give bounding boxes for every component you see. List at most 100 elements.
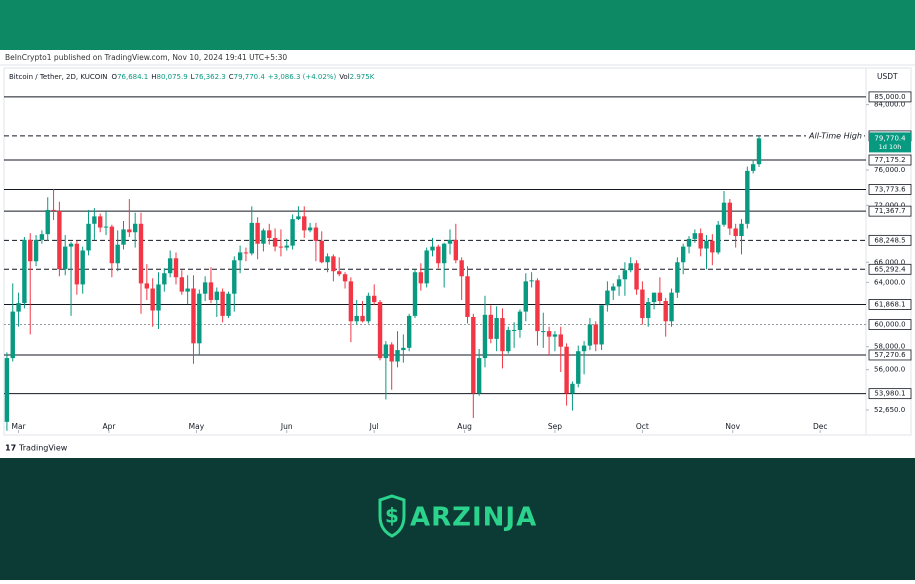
legend-key: O (112, 73, 118, 81)
currency: USDT (877, 72, 898, 81)
candle-body (552, 334, 558, 337)
brand-logo: $ (378, 494, 406, 538)
candle-body (680, 246, 686, 263)
candle-body (92, 216, 97, 224)
candle-body (692, 233, 698, 239)
symbol: Bitcoin / Tether, 2D, KUCOIN (9, 73, 108, 81)
brand: ARZINJA (410, 503, 537, 533)
level-label-box (868, 91, 912, 103)
candle-body (564, 346, 569, 394)
x-tick-label: May (189, 422, 205, 431)
candle-body (103, 226, 109, 228)
candle-body (430, 246, 435, 251)
x-tick-label: Jul (369, 422, 379, 431)
candle-body (412, 272, 418, 316)
candle-body (232, 260, 237, 294)
candle-body (593, 324, 598, 345)
level-note: All-Time High (808, 131, 862, 140)
candle-body (383, 344, 389, 359)
candle-body (710, 240, 715, 253)
candle-body (511, 330, 517, 332)
candle-body (576, 351, 581, 384)
last-price-label: 79,770.4 (874, 134, 906, 142)
candle-body (465, 276, 470, 317)
volume-key: Vol (339, 73, 350, 81)
level-label-box (868, 319, 912, 330)
candle-body (237, 252, 243, 261)
candle-body (197, 293, 202, 344)
candle-body (494, 318, 499, 339)
candle-body (80, 250, 85, 285)
candle-body (255, 222, 260, 244)
candle-body (686, 238, 692, 247)
candle-body (144, 283, 150, 289)
candle-body (459, 260, 464, 277)
candle-body (331, 256, 336, 272)
candle-body (436, 246, 441, 264)
candle-body (243, 252, 249, 254)
candle-body (377, 302, 383, 359)
legend-value: 79,770.4 (234, 73, 266, 81)
tradingview-logo: 17 (5, 444, 16, 453)
x-tick-label: Aug (457, 422, 472, 431)
x-tick-label: Sep (548, 422, 562, 431)
candle-body (261, 230, 266, 244)
level-label-box (868, 388, 912, 400)
level-label-box (868, 184, 912, 195)
candle-body (634, 263, 639, 290)
legend-key: C (229, 73, 234, 81)
candle-body (447, 239, 453, 244)
candle-body (704, 240, 709, 249)
candle-body (389, 344, 394, 362)
level-label: 73,773.6 (874, 185, 906, 193)
candle-body (488, 314, 494, 339)
candle-body (307, 227, 313, 231)
candle-body (651, 292, 657, 303)
candle-body (150, 288, 155, 311)
change: +3,086.3 (+4.02%) (268, 73, 337, 81)
candle-body (115, 244, 120, 264)
candle-body (506, 330, 511, 352)
x-tick-label: Apr (102, 422, 116, 431)
level-label: 77,175.2 (874, 156, 905, 164)
y-tick-label: 64,000.0 (874, 278, 905, 286)
candle-body (173, 258, 179, 278)
candle-body (278, 246, 284, 248)
candle-body (132, 223, 138, 233)
legend-value: 76,684.1 (117, 73, 148, 81)
candle-body (51, 209, 56, 211)
candle-body (97, 216, 103, 228)
candle-body (167, 258, 173, 274)
candle-body (337, 271, 342, 275)
candle-body (57, 210, 62, 270)
candle-body (325, 256, 330, 263)
candle-body (284, 245, 289, 248)
level-label: 60,000.0 (874, 321, 905, 329)
legend-line: Bitcoin / Tether, 2D, KUCOIN O76,684.1 H80… (9, 73, 375, 81)
y-tick-label: 58,000.0 (874, 343, 905, 351)
candle-body (22, 239, 27, 304)
candle-body (401, 347, 406, 351)
plot-frame (3, 67, 912, 436)
candle-body (39, 234, 45, 240)
candle-body (68, 243, 74, 247)
footer: TradingView (18, 444, 68, 453)
candle-body (698, 233, 703, 249)
note-bg (806, 130, 864, 141)
candle-body (646, 302, 651, 319)
candle-body (745, 170, 750, 224)
x-tick-label: Mar (11, 422, 26, 431)
legend-key: H (151, 73, 156, 81)
candle-body (541, 331, 546, 333)
candle-body (208, 282, 214, 300)
level-label: 53,980.1 (874, 390, 905, 398)
top-band (0, 0, 915, 50)
candle-body (16, 303, 21, 312)
candle-body (406, 315, 412, 348)
y-tick-label: 72,000.0 (874, 201, 905, 209)
y-tick-label: 66,000.0 (874, 258, 905, 266)
candle-body (86, 223, 91, 251)
candle-body (750, 164, 756, 171)
last-price-badge (869, 132, 911, 153)
